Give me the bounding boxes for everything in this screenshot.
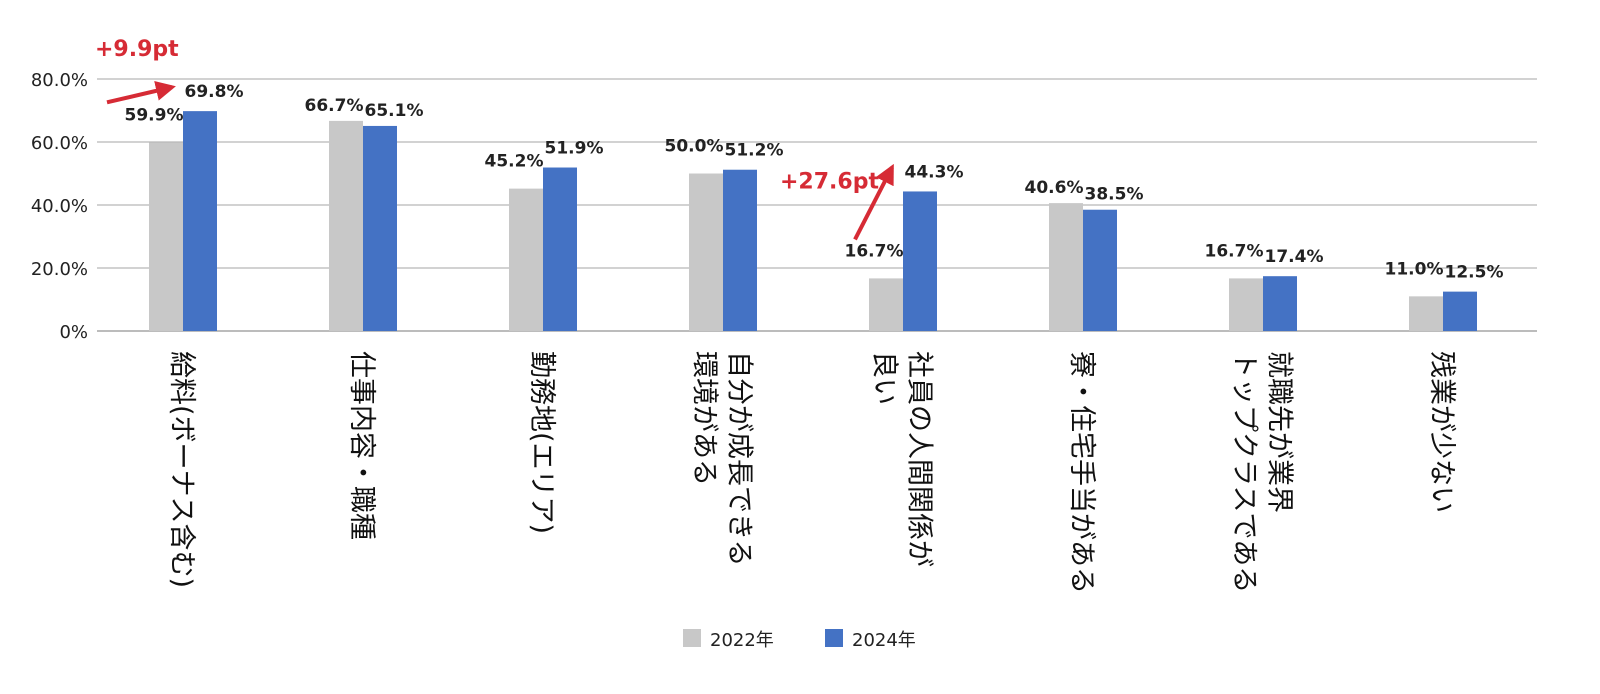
data-label-2022: 66.7% (305, 96, 364, 116)
bar-2024 (1083, 209, 1117, 331)
category-label: 就職先が業界 (1264, 351, 1295, 513)
bar-2022 (1049, 203, 1083, 331)
bar-2024 (183, 111, 217, 331)
category-label: 環境がある (689, 351, 720, 486)
annotation-label: +27.6pt (780, 169, 879, 194)
y-tick-label: 20.0% (31, 259, 88, 280)
bar-2024 (1443, 291, 1477, 331)
annotations: +9.9pt +27.6pt (95, 37, 894, 241)
category-label: トップクラスである (1229, 351, 1260, 593)
bar-2022 (1229, 278, 1263, 331)
bar-2024 (543, 167, 577, 331)
legend-swatch (683, 629, 701, 647)
bar-2022 (1409, 296, 1443, 331)
data-label-2022: 11.0% (1385, 259, 1444, 279)
bar-2024 (1263, 276, 1297, 331)
legend-label: 2024年 (852, 630, 916, 651)
data-label-2022: 45.2% (485, 152, 544, 172)
bar-2022 (149, 142, 183, 331)
data-label-2022: 16.7% (845, 241, 904, 261)
bar-2022 (689, 173, 723, 331)
data-label-2024: 12.5% (1445, 263, 1504, 283)
legend-swatch (825, 629, 843, 647)
gridlines (97, 78, 1537, 332)
data-label-2024: 51.9% (545, 139, 604, 159)
category-label: 仕事内容・職種 (346, 351, 377, 540)
y-axis: 0% 20.0% 40.0% 60.0% 80.0% (31, 70, 88, 343)
data-labels: 59.9%69.8% 66.7% 65.1% 45.2%51.9% 50.0% 51.2%… (125, 82, 1504, 282)
y-tick-label: 40.0% (31, 196, 88, 217)
data-label-2024: 38.5% (1085, 185, 1144, 205)
data-label-2024: 69.8% (185, 82, 244, 102)
data-label-2022: 50.0% (665, 137, 724, 157)
annotation-arrow (106, 81, 176, 105)
data-label-2024: 65.1% (365, 101, 424, 121)
legend: 2022年 2024年 (683, 629, 916, 651)
annotation-label: +9.9pt (95, 37, 179, 62)
legend-label: 2022年 (710, 630, 774, 651)
category-label: 社員の人間関係が (904, 351, 935, 567)
bar-2024 (723, 169, 757, 331)
data-label-2024: 17.4% (1265, 247, 1324, 267)
category-label: 勤務地(エリア) (526, 351, 557, 534)
category-label: 寮・住宅手当がある (1066, 351, 1097, 594)
category-label: 残業が少ない (1426, 351, 1457, 513)
bar-2022 (509, 188, 543, 331)
category-label: 給料(ボーナス含む) (166, 351, 197, 588)
bars (149, 111, 1477, 332)
annotation-arrow (853, 163, 894, 241)
data-label-2022: 40.6% (1025, 178, 1084, 198)
data-label-2022: 59.9% (125, 105, 184, 125)
bar-2022 (869, 278, 903, 331)
data-label-2024: 44.3% (905, 162, 964, 182)
category-label: 良い (869, 351, 900, 405)
bar-2024 (363, 125, 397, 331)
y-tick-label: 80.0% (31, 70, 88, 91)
y-tick-label: 0% (59, 322, 88, 343)
bar-2024 (903, 191, 937, 331)
category-label: 自分が成長できる (724, 351, 755, 566)
data-label-2024: 51.2% (725, 141, 784, 161)
data-label-2022: 16.7% (1205, 241, 1264, 261)
bar-2022 (329, 120, 363, 332)
y-tick-label: 60.0% (31, 133, 88, 154)
